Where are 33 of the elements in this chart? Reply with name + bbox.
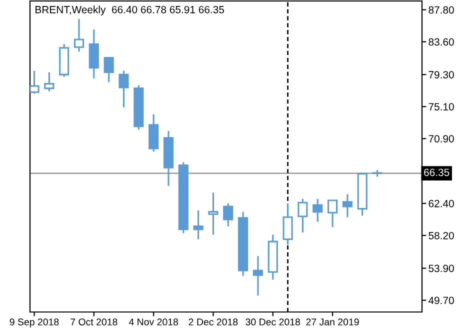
y-tick-label: 75.10	[428, 103, 454, 110]
x-tick-label: 2 Dec 2018	[188, 318, 238, 326]
candlestick	[193, 210, 204, 240]
x-tick-label: 7 Oct 2018	[70, 318, 118, 326]
candlestick	[148, 113, 159, 152]
y-tick-label: 62.40	[428, 200, 454, 208]
candlestick	[223, 202, 234, 228]
candlestick	[298, 198, 308, 234]
candlestick	[208, 192, 218, 236]
y-tick-label: 79.30	[428, 71, 454, 78]
candlestick	[118, 70, 129, 108]
y-tick-label: 53.90	[428, 264, 454, 272]
y-tick-label: 49.70	[428, 296, 454, 304]
y-tick-label: 70.90	[428, 135, 454, 142]
x-tick-label: 4 Nov 2018	[128, 318, 178, 326]
chart-title: BRENT,Weekly 66.40 66.78 65.91 66.35	[36, 6, 224, 16]
candlestick	[327, 198, 338, 228]
candlestick	[74, 18, 84, 52]
candlestick	[88, 28, 99, 80]
y-tick-label: 58.20	[428, 232, 454, 240]
candlestick	[104, 56, 114, 83]
x-tick-label: 30 Dec 2018	[246, 318, 300, 326]
candlestick	[44, 72, 54, 92]
candlestick	[30, 70, 40, 94]
y-tick-label: 87.80	[428, 6, 454, 14]
candlestick	[342, 194, 352, 218]
x-tick-label: 27 Jan 2019	[306, 318, 359, 326]
y-tick-label: 83.60	[428, 38, 454, 46]
x-tick-label: 9 Sep 2018	[10, 318, 59, 328]
candlestick	[252, 255, 263, 296]
ref-line-label: 66.35	[424, 168, 450, 176]
candlestick	[312, 198, 323, 222]
candlestick	[282, 202, 293, 246]
